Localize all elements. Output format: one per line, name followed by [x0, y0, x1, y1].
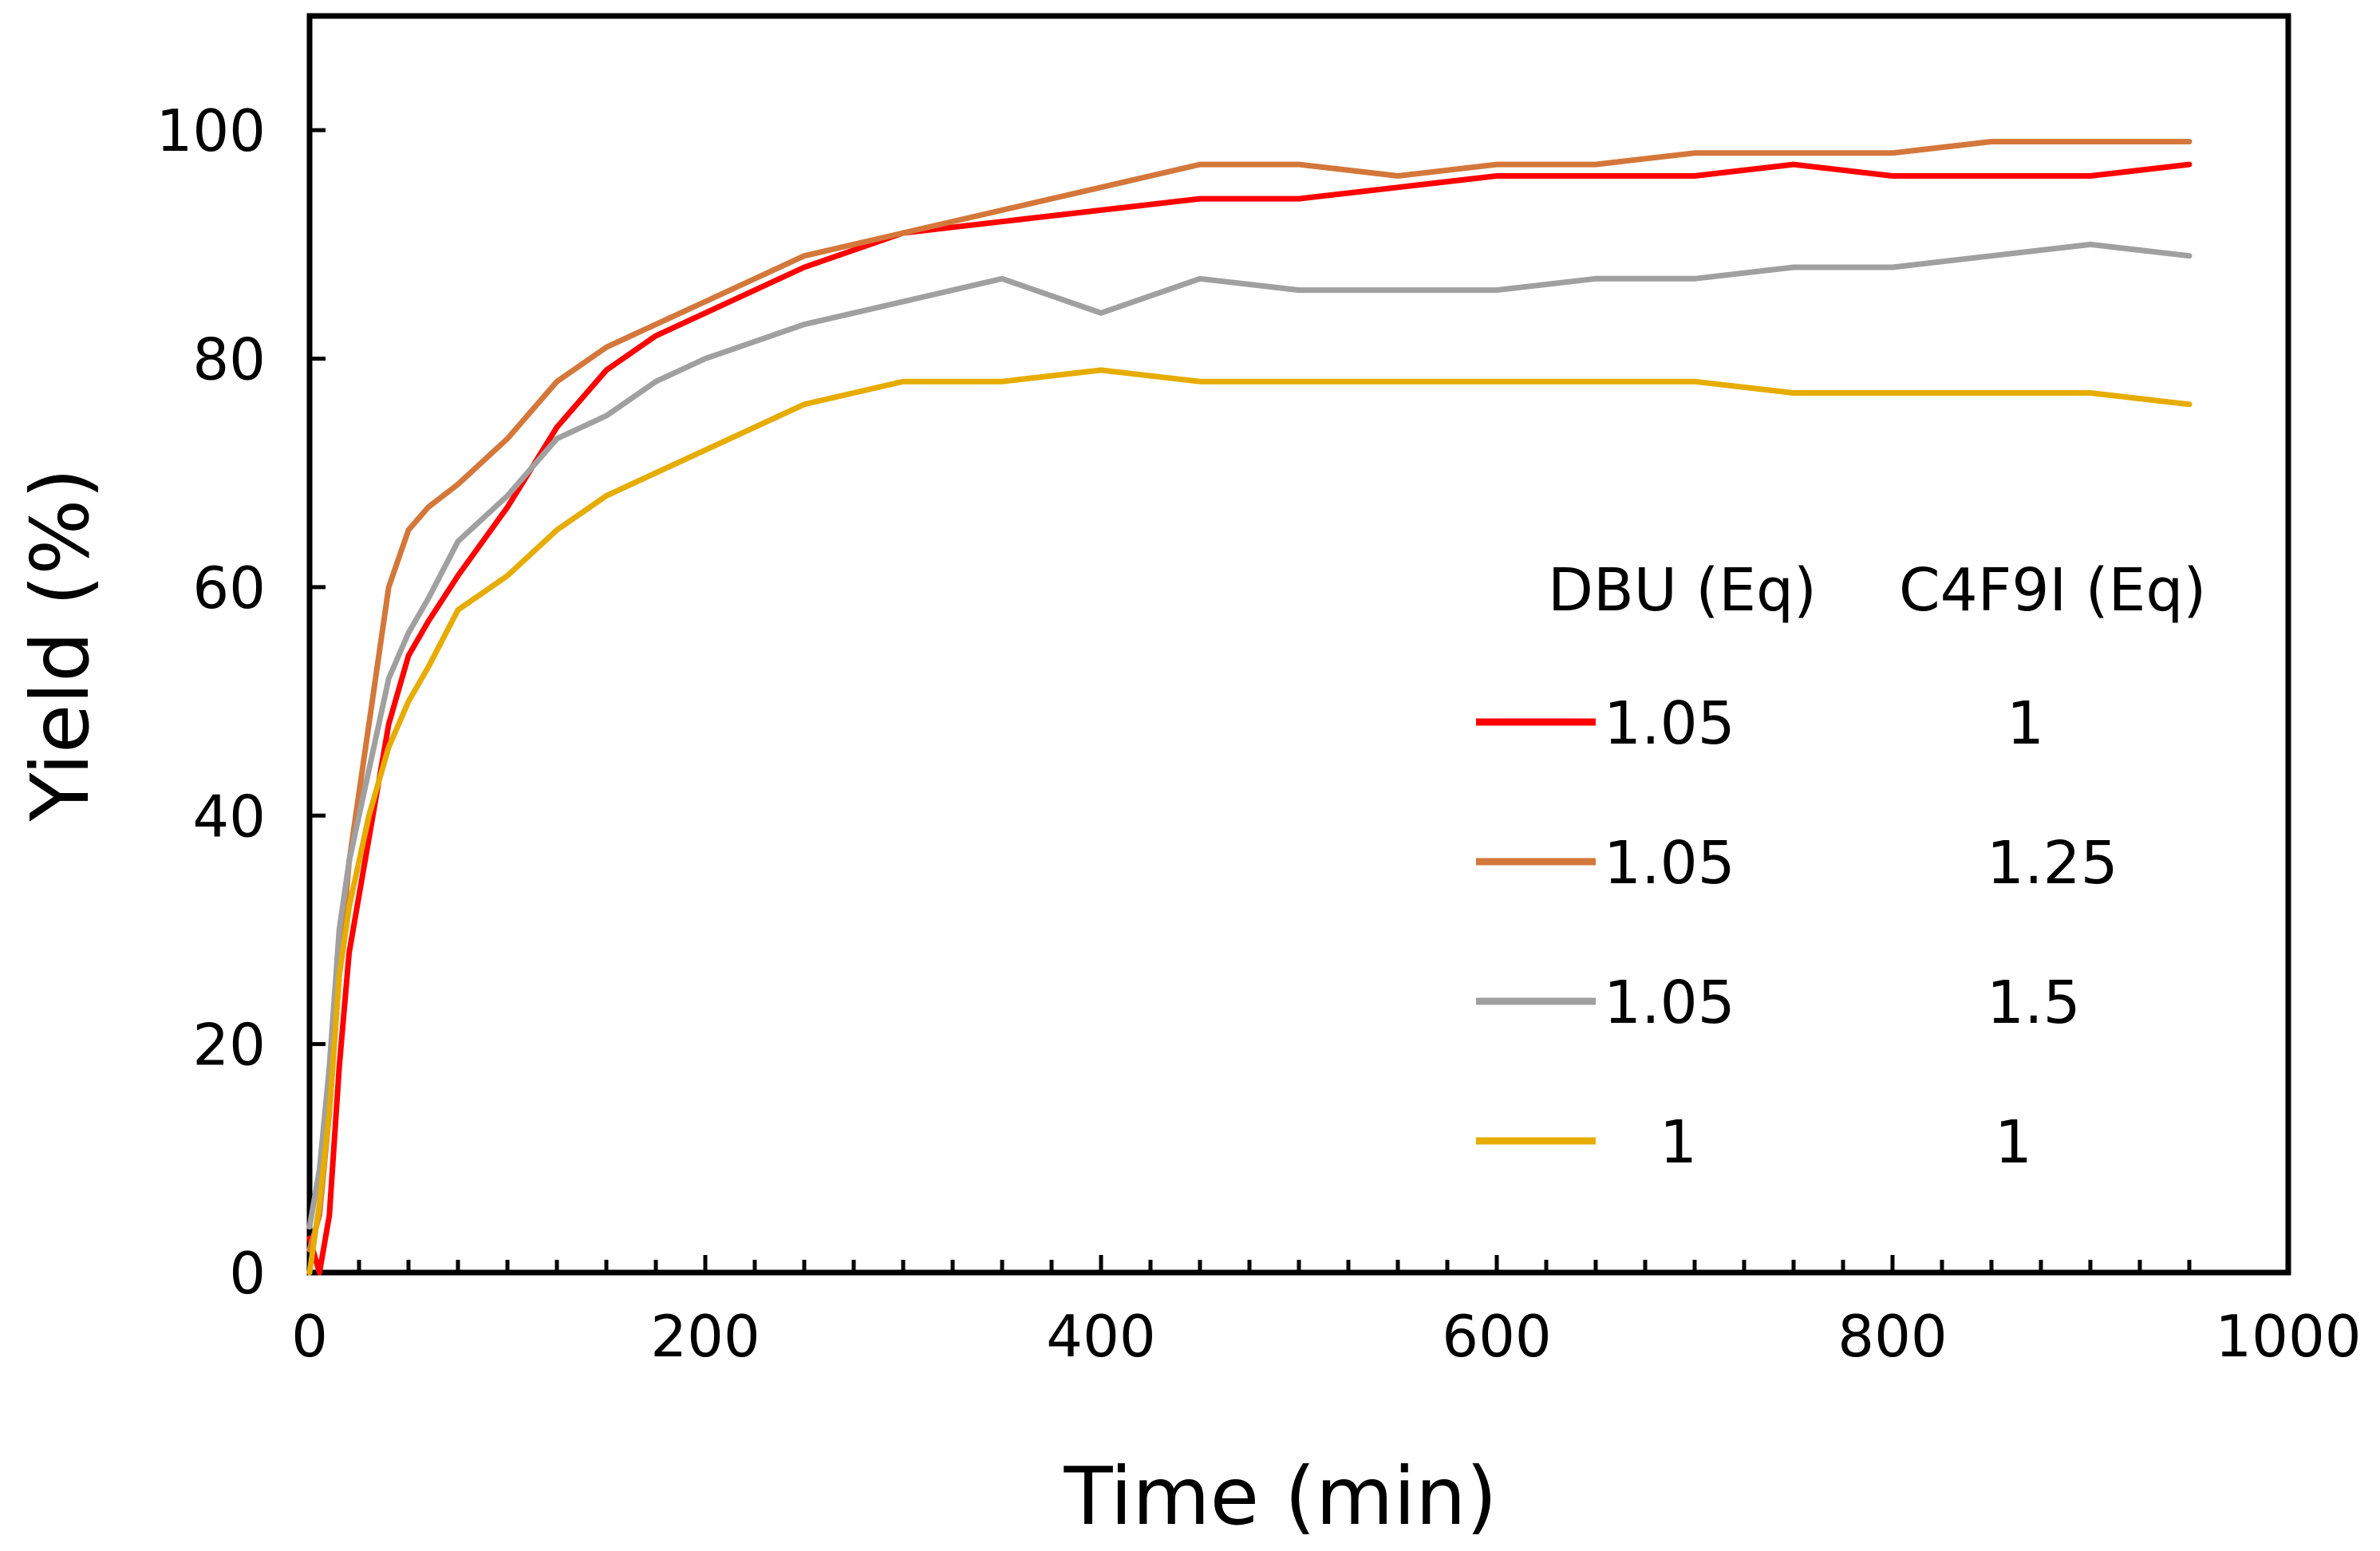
series-line-2 — [306, 139, 2193, 1253]
series-line-3 — [306, 241, 2193, 1230]
legend-dbu-series-1: 1.05 — [1604, 689, 1735, 758]
legend-c4f9i-series-2: 1.25 — [1987, 829, 2118, 898]
x-tick-label: 1000 — [2215, 1303, 2361, 1370]
x-tick-label: 200 — [650, 1303, 760, 1370]
x-tick-label: 0 — [291, 1303, 328, 1370]
series-line-4 — [306, 367, 2193, 1276]
legend: DBU (Eq) C4F9I (Eq) 1.05 1 1.05 1.25 1.0… — [1476, 556, 2206, 1177]
y-tick-label: 20 — [192, 1012, 266, 1079]
x-tick-label: 600 — [1442, 1303, 1551, 1370]
plot-area — [306, 13, 2291, 1276]
legend-c4f9i-series-4: 1 — [1995, 1108, 2032, 1177]
y-tick-label: 40 — [192, 783, 266, 850]
series-line-1 — [306, 161, 2193, 1276]
series-lines — [306, 139, 2193, 1276]
legend-dbu-series-4: 1 — [1660, 1108, 1697, 1177]
legend-c4f9i-series-3: 1.5 — [1987, 969, 2081, 1037]
x-axis-title: Time (min) — [1063, 1450, 1497, 1543]
legend-c4f9i-series-1: 1 — [2007, 689, 2044, 758]
y-tick-label: 80 — [192, 326, 266, 393]
y-tick-label: 0 — [229, 1240, 266, 1307]
y-axis-ticks: 0 20 40 60 80 100 — [156, 97, 326, 1307]
y-tick-label: 60 — [192, 554, 266, 622]
legend-header-c4f9i: C4F9I (Eq) — [1899, 556, 2206, 625]
x-tick-label: 800 — [1837, 1303, 1947, 1370]
legend-header-dbu: DBU (Eq) — [1548, 556, 1817, 625]
y-tick-label: 100 — [156, 97, 266, 164]
x-tick-label: 400 — [1046, 1303, 1155, 1370]
x-axis-ticks: 0 200 400 600 800 1000 — [291, 1255, 2362, 1370]
legend-dbu-series-3: 1.05 — [1604, 969, 1735, 1037]
y-axis-title: Yield (%) — [14, 468, 107, 823]
plot-frame — [306, 13, 2291, 1276]
legend-dbu-series-2: 1.05 — [1604, 829, 1735, 898]
